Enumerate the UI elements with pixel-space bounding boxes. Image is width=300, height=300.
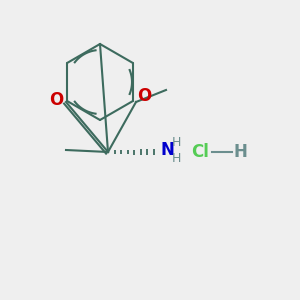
Text: H: H	[171, 152, 181, 164]
Text: H: H	[233, 143, 247, 161]
Text: N: N	[160, 141, 174, 159]
Text: O: O	[137, 87, 151, 105]
Text: Cl: Cl	[191, 143, 209, 161]
Text: O: O	[49, 91, 63, 109]
Text: H: H	[171, 136, 181, 148]
